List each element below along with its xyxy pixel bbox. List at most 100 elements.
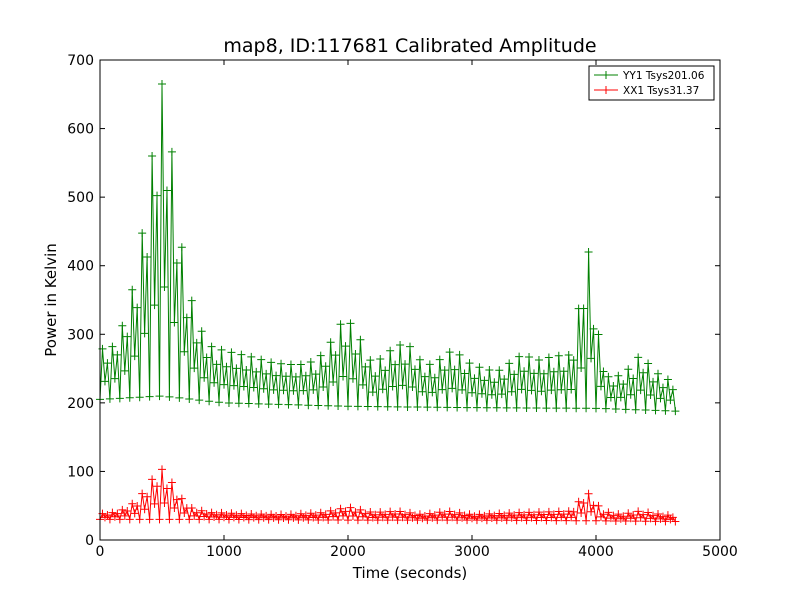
data-point <box>510 370 519 379</box>
data-point <box>658 512 667 521</box>
data-point <box>420 512 429 521</box>
data-point <box>100 377 109 386</box>
data-point <box>254 399 263 408</box>
data-point <box>396 340 405 349</box>
data-point <box>624 365 633 374</box>
data-point <box>192 338 201 347</box>
data-point <box>609 382 618 391</box>
data-point <box>259 384 268 393</box>
data-point <box>232 364 241 373</box>
data-point <box>393 402 402 411</box>
y-tick-label: 500 <box>67 190 94 206</box>
data-point <box>510 511 519 520</box>
data-point <box>463 516 472 525</box>
data-point <box>291 511 300 520</box>
data-point <box>634 353 643 362</box>
data-point <box>130 509 139 518</box>
data-point <box>401 360 410 369</box>
data-point <box>562 404 571 413</box>
data-point <box>353 516 362 525</box>
data-point <box>378 385 387 394</box>
data-point <box>448 384 457 393</box>
data-point <box>408 383 417 392</box>
data-point <box>120 366 129 375</box>
data-point <box>158 80 166 88</box>
data-point <box>210 378 219 387</box>
data-point <box>574 497 583 506</box>
data-point <box>639 368 648 377</box>
data-point <box>534 508 543 517</box>
data-point <box>301 371 310 380</box>
data-point <box>435 355 444 364</box>
data-point <box>356 335 365 344</box>
data-point <box>433 516 442 525</box>
data-point <box>311 370 320 379</box>
data-point <box>197 506 206 515</box>
data-point <box>654 369 662 378</box>
data-point <box>592 516 600 525</box>
y-axis-label: Power in Kelvin <box>42 243 60 357</box>
data-point <box>304 401 313 410</box>
data-point <box>371 372 380 381</box>
data-point <box>492 516 501 525</box>
data-point <box>105 394 114 403</box>
data-point <box>582 516 591 525</box>
data-point <box>200 373 209 382</box>
data-point <box>502 516 511 525</box>
data-point <box>286 360 295 369</box>
data-point <box>175 515 184 524</box>
chart-title: map8, ID:117681 Calibrated Amplitude <box>223 35 596 57</box>
data-point <box>162 484 171 493</box>
data-point <box>170 504 179 513</box>
data-point <box>658 383 667 392</box>
data-point <box>475 363 484 372</box>
data-point <box>487 390 496 399</box>
data-point <box>472 403 481 412</box>
data-point <box>205 515 214 524</box>
y-tick-label: 700 <box>67 53 94 69</box>
data-point <box>277 359 286 368</box>
data-point <box>512 403 521 412</box>
data-point <box>406 342 414 351</box>
data-point <box>160 498 169 507</box>
data-point <box>160 282 169 291</box>
data-point <box>587 507 596 516</box>
data-point <box>264 515 273 524</box>
data-point <box>629 374 638 383</box>
x-tick-label: 3000 <box>454 544 490 560</box>
data-point <box>465 359 474 368</box>
data-point <box>130 352 139 361</box>
data-point <box>348 374 357 383</box>
data-point <box>162 186 171 195</box>
x-tick-label: 1000 <box>206 544 242 560</box>
data-point <box>584 248 593 256</box>
data-point <box>401 510 410 519</box>
data-point <box>453 516 462 525</box>
data-point <box>269 385 278 394</box>
series-layer <box>96 80 680 526</box>
data-point <box>346 503 355 512</box>
data-point <box>123 506 132 515</box>
data-point <box>294 515 303 524</box>
data-point <box>410 365 419 374</box>
data-point <box>242 366 251 375</box>
y-tick-label: 300 <box>67 327 94 343</box>
data-point <box>391 360 400 369</box>
data-point <box>641 406 650 415</box>
data-point <box>596 382 605 391</box>
data-point <box>351 349 360 358</box>
series-yy1 <box>96 80 680 416</box>
data-point <box>671 517 680 526</box>
data-point <box>339 372 348 381</box>
series-markers <box>96 465 680 526</box>
data-point <box>237 350 246 359</box>
data-point <box>336 320 345 329</box>
data-point <box>391 509 400 518</box>
y-tick-label: 100 <box>67 464 94 480</box>
data-point <box>443 516 452 525</box>
data-point <box>135 393 144 402</box>
data-point <box>406 508 414 517</box>
data-point <box>234 515 243 524</box>
data-point <box>547 386 556 395</box>
